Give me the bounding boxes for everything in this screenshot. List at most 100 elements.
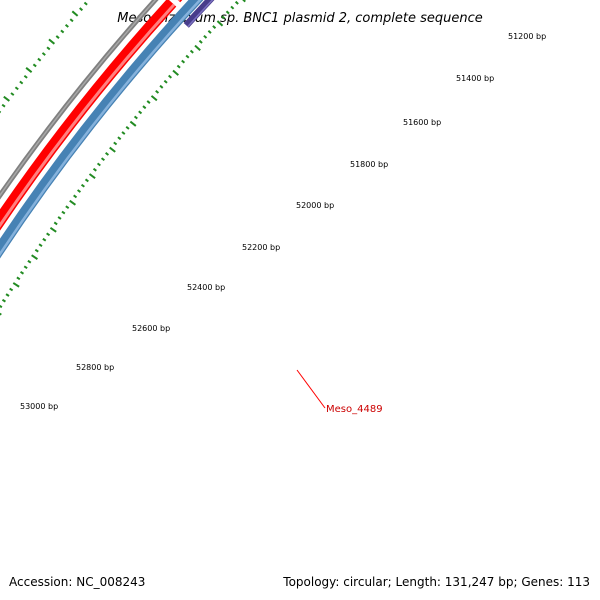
tick-mark [189, 49, 194, 54]
reverse-strand-genes [0, 0, 379, 343]
tick-mark [64, 23, 69, 28]
tick-mark [20, 270, 25, 275]
tick-mark [79, 7, 84, 12]
tick-mark [150, 95, 158, 102]
tick-mark [69, 18, 74, 23]
tick-mark [14, 86, 19, 91]
tick-mark [203, 34, 208, 39]
tick-mark [37, 57, 42, 62]
map-title: Mesorhizobium sp. BNC1 plasmid 2, comple… [117, 11, 483, 26]
tick-mark [181, 59, 186, 64]
tick-mark [53, 221, 58, 226]
tick-label: 51600 bp [403, 118, 441, 127]
tick-mark [60, 29, 65, 34]
tick-mark [77, 189, 82, 193]
tick-label: 52800 bp [76, 363, 114, 372]
tick-mark [3, 95, 10, 102]
tick-mark [25, 67, 33, 73]
tick-mark [31, 254, 38, 260]
tick-mark [198, 39, 203, 44]
tick-mark [1, 298, 6, 303]
tick-mark [207, 30, 212, 34]
tick-mark [16, 276, 21, 281]
tick-mark [176, 64, 181, 69]
tick-mark [138, 110, 143, 115]
outer-tick-ring [0, 0, 92, 114]
tick-mark [57, 216, 62, 220]
forward-gene-2[interactable] [0, 0, 177, 318]
tick-mark [55, 35, 60, 39]
sequence-backbone [0, 0, 159, 200]
tick-mark [125, 125, 130, 130]
tick-mark [19, 80, 24, 85]
tick-mark [65, 205, 70, 209]
tick-mark [32, 63, 37, 68]
gene-callout[interactable]: Meso_4489 [296, 369, 383, 415]
tick-mark [41, 52, 46, 56]
tick-mark [172, 69, 179, 76]
gene-label-meso-4489[interactable]: Meso_4489 [326, 404, 383, 415]
tick-mark [105, 152, 110, 156]
accession-text: Accession: NC_008243 [9, 575, 145, 589]
tick-mark [96, 162, 101, 167]
tick-mark [88, 173, 96, 179]
tick-mark [225, 10, 230, 15]
tick-mark [49, 227, 57, 233]
tick-mark [92, 167, 97, 172]
tick-mark [163, 79, 168, 84]
tick-mark [117, 136, 122, 141]
tick-mark [46, 46, 51, 51]
tick-mark [155, 89, 160, 94]
tick-mark [34, 248, 39, 253]
tick-mark [121, 131, 126, 135]
tick-mark [159, 84, 164, 89]
tick-label: 52400 bp [187, 283, 225, 292]
tick-label: 52200 bp [242, 243, 280, 252]
tick-mark [38, 243, 43, 248]
tick-mark [100, 157, 105, 162]
tick-mark [113, 141, 118, 146]
tick-mark [194, 44, 201, 51]
tick-mark [42, 237, 47, 242]
tick-mark [23, 265, 28, 270]
tick-mark [185, 54, 190, 59]
tick-mark [9, 287, 14, 292]
tick-label: 52600 bp [132, 324, 170, 333]
tick-mark [61, 210, 66, 215]
tick-mark [27, 259, 32, 264]
tick-mark [221, 15, 226, 20]
reverse-gene-2[interactable] [183, 0, 379, 28]
tick-label: 51200 bp [508, 32, 546, 41]
tick-mark [133, 115, 138, 120]
tick-mark [168, 74, 172, 79]
tick-mark [146, 100, 151, 104]
tick-mark [230, 5, 235, 10]
reverse-gene-meso-4489[interactable] [0, 0, 378, 343]
tick-mark [10, 92, 15, 96]
tick-mark [71, 10, 79, 17]
tick-label: 51800 bp [350, 160, 388, 169]
tick-mark [80, 183, 85, 188]
tick-mark [46, 232, 51, 237]
tick-mark [142, 105, 147, 110]
inner-tick-ring [0, 0, 246, 316]
tick-label: 52000 bp [296, 201, 334, 210]
tick-mark [216, 20, 224, 27]
tick-mark [212, 25, 217, 29]
summary-text: Topology: circular; Length: 131,247 bp; … [282, 575, 590, 589]
tick-mark [1, 103, 6, 108]
callout-line [296, 369, 326, 409]
tick-label: 51400 bp [456, 74, 494, 83]
forward-strand-genes [0, 0, 183, 318]
tick-mark [242, 0, 246, 3]
tick-mark [48, 38, 56, 45]
tick-mark [83, 1, 88, 6]
tick-mark [234, 0, 239, 5]
tick-mark [0, 110, 2, 114]
tick-mark [69, 199, 76, 206]
tick-mark [5, 293, 10, 297]
tick-mark [73, 194, 78, 199]
tick-mark [0, 312, 2, 316]
tick-mark [23, 74, 28, 79]
